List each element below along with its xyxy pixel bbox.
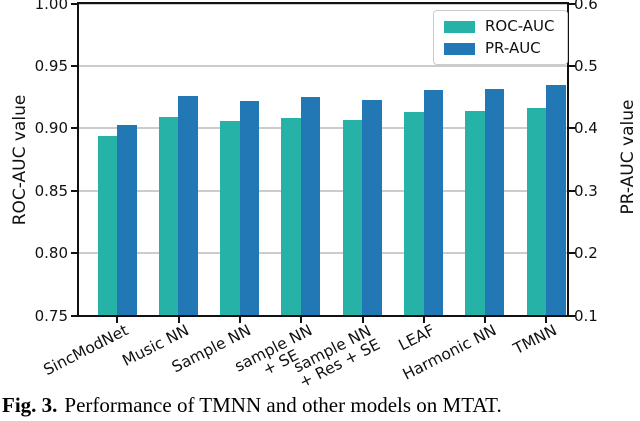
bar-pr-auc: [546, 84, 566, 316]
legend-item-pr-auc: PR-AUC: [444, 40, 555, 57]
bar-roc-auc: [526, 108, 547, 316]
left-tick: [71, 252, 77, 255]
left-tick: [71, 127, 77, 130]
right-tick-label: 0.2: [574, 244, 598, 263]
bar-pr-auc: [484, 88, 505, 316]
x-tick-label: SincModNet: [40, 321, 132, 380]
left-tick-label: 0.90: [34, 119, 68, 138]
bar-roc-auc: [281, 118, 301, 316]
bar-pr-auc: [423, 90, 444, 316]
pr-auc-swatch-icon: [444, 42, 475, 55]
right-tick: [569, 2, 575, 5]
right-tick-label: 0.5: [574, 56, 598, 75]
right-tick: [569, 252, 575, 255]
caption-figure-number: Fig. 3.: [2, 393, 58, 417]
x-tick-label-line: LEAF: [395, 321, 438, 355]
x-tick: [177, 317, 180, 323]
left-tick-label: 0.95: [34, 56, 68, 75]
left-tick-label: 0.80: [34, 244, 68, 263]
left-tick: [71, 189, 77, 192]
bar-pr-auc: [178, 95, 198, 316]
x-tick: [300, 317, 303, 323]
right-tick: [569, 189, 575, 192]
legend-item-roc-auc: ROC-AUC: [444, 18, 555, 35]
legend-label-pr-auc: PR-AUC: [485, 39, 541, 57]
roc-auc-swatch-icon: [444, 20, 475, 33]
legend-label-roc-auc: ROC-AUC: [485, 17, 555, 35]
right-tick-label: 0.4: [574, 119, 598, 138]
x-tick: [422, 317, 425, 323]
x-tick-label: TMNN: [510, 321, 561, 359]
x-tick: [238, 317, 241, 323]
left-tick-label: 0.85: [34, 181, 68, 200]
x-tick-label: LEAF: [395, 321, 438, 355]
right-tick-label: 0.6: [574, 0, 598, 13]
gridline: [79, 189, 567, 192]
caption-text: Performance of TMNN and other models on …: [64, 393, 502, 417]
right-tick-label: 0.1: [574, 306, 598, 325]
gridline: [79, 252, 567, 255]
bar-roc-auc: [158, 117, 179, 316]
right-tick: [569, 314, 575, 317]
figure-caption: Fig. 3. Performance of TMNN and other mod…: [2, 393, 640, 418]
gridline: [79, 64, 567, 67]
bar-pr-auc: [117, 125, 137, 316]
x-tick-label-line: SincModNet: [40, 321, 132, 380]
x-tick: [116, 317, 119, 323]
bar-roc-auc: [404, 112, 424, 316]
x-tick: [545, 317, 548, 323]
left-tick: [71, 314, 77, 317]
x-tick-label-line: TMNN: [510, 321, 561, 359]
right-tick: [569, 127, 575, 130]
legend: ROC-AUC PR-AUC: [433, 10, 568, 65]
left-tick: [71, 2, 77, 5]
left-y-axis-label: ROC-AUC value: [10, 94, 30, 226]
right-tick-label: 0.3: [574, 181, 598, 200]
left-tick-label: 0.75: [34, 306, 68, 325]
left-tick: [71, 64, 77, 67]
bar-roc-auc: [220, 120, 240, 316]
bar-roc-auc: [465, 110, 485, 316]
left-tick-label: 1.00: [34, 0, 68, 13]
gridline: [79, 127, 567, 130]
bar-roc-auc: [97, 135, 118, 316]
x-tick: [361, 317, 364, 323]
right-tick: [569, 64, 575, 67]
bar-pr-auc: [362, 99, 382, 316]
bar-pr-auc: [300, 97, 321, 316]
x-tick: [484, 317, 487, 323]
bar-pr-auc: [239, 101, 260, 316]
gridline: [79, 2, 567, 5]
bar-roc-auc: [342, 119, 363, 316]
